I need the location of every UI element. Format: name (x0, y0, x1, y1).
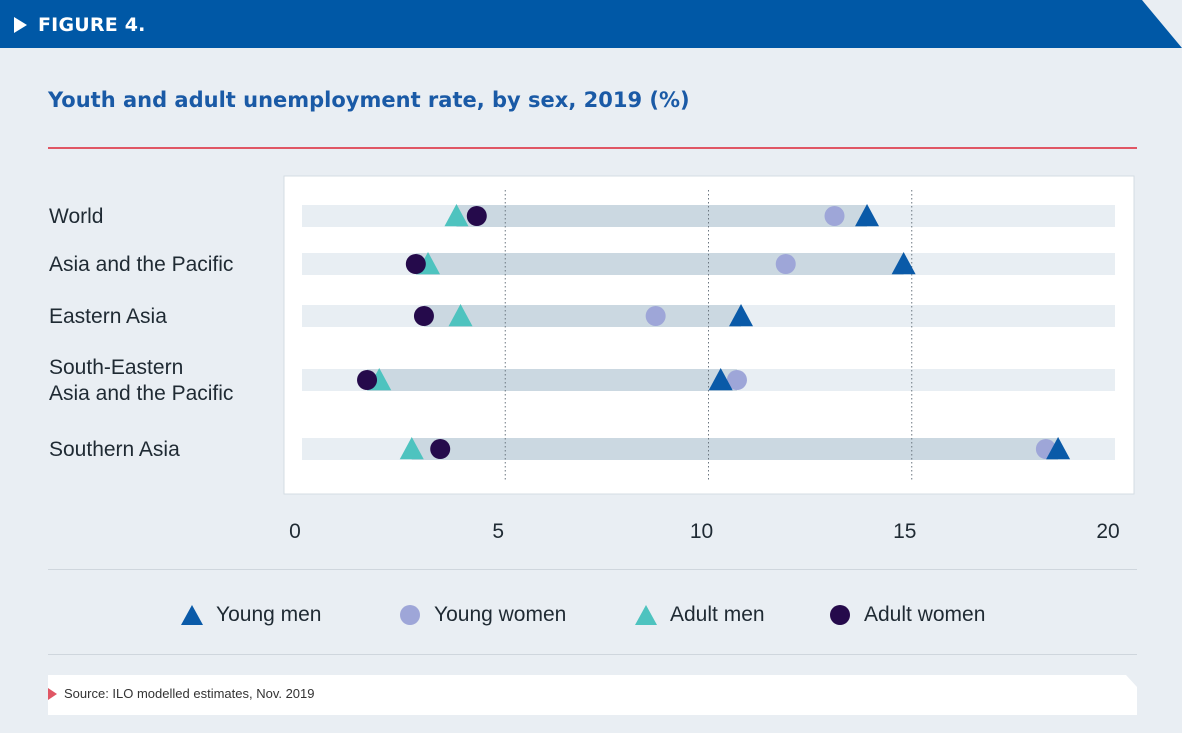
adult-men-marker (448, 304, 473, 327)
x-tick-label: 15 (893, 520, 916, 543)
adult-women-marker (357, 370, 378, 390)
legend-item-young-women: Young women (398, 598, 566, 632)
legend-label: Young men (216, 603, 322, 626)
figure-label: FIGURE 4. (38, 14, 146, 36)
circle-icon (830, 605, 850, 625)
header-banner (0, 0, 1182, 48)
category-label: World (49, 205, 103, 228)
range-bar (456, 205, 868, 227)
young-men-marker (1046, 437, 1071, 460)
legend-item-young-men: Young men (180, 598, 321, 632)
source-note: Source: ILO modelled estimates, Nov. 201… (64, 686, 315, 701)
legend-item-adult-women: Adult women (828, 598, 985, 632)
divider-top (48, 569, 1137, 570)
title-rule (48, 147, 1137, 149)
legend: Young men Young women Adult men Adult wo… (0, 598, 1182, 632)
young-men-marker (891, 252, 916, 275)
range-bar (423, 305, 742, 327)
x-tick-label: 10 (690, 520, 713, 543)
legend-label: Adult men (670, 603, 765, 626)
category-label: Southern Asia (49, 438, 180, 461)
legend-label: Adult women (864, 603, 986, 626)
x-tick-label: 0 (289, 520, 301, 543)
young-women-marker (726, 370, 747, 390)
adult-women-marker (466, 206, 487, 226)
category-label: Asia and the Pacific (49, 253, 233, 276)
divider-bottom (48, 654, 1137, 655)
young-women-marker (824, 206, 845, 226)
range-bar (411, 438, 1059, 460)
source-arrow-icon (48, 688, 57, 700)
triangle-icon (181, 605, 203, 625)
young-women-marker (645, 306, 666, 326)
range-bar (415, 253, 904, 275)
young-men-marker (855, 204, 880, 227)
young-men-marker (729, 304, 754, 327)
figure-arrow-icon (14, 17, 27, 33)
adult-men-marker (399, 437, 424, 460)
chart-title: Youth and adult unemployment rate, by se… (48, 88, 690, 112)
chart-plot: World Asia and the Pacific Eastern Asia Sou… (49, 175, 1135, 543)
adult-women-marker (405, 254, 426, 274)
x-tick-label: 20 (1096, 520, 1119, 543)
adult-men-marker (444, 204, 469, 227)
young-men-marker (708, 368, 733, 391)
range-bar (367, 369, 737, 391)
circle-icon (400, 605, 420, 625)
adult-women-marker (413, 306, 434, 326)
legend-item-adult-men: Adult men (634, 598, 765, 632)
legend-label: Young women (434, 603, 567, 626)
triangle-icon (635, 605, 657, 625)
adult-women-marker (430, 439, 451, 459)
category-label: Eastern Asia (49, 305, 167, 328)
x-tick-label: 5 (492, 520, 504, 543)
young-women-marker (775, 254, 796, 274)
category-label: South-Eastern Asia and the Pacific (49, 356, 233, 405)
source-box (48, 675, 1137, 715)
